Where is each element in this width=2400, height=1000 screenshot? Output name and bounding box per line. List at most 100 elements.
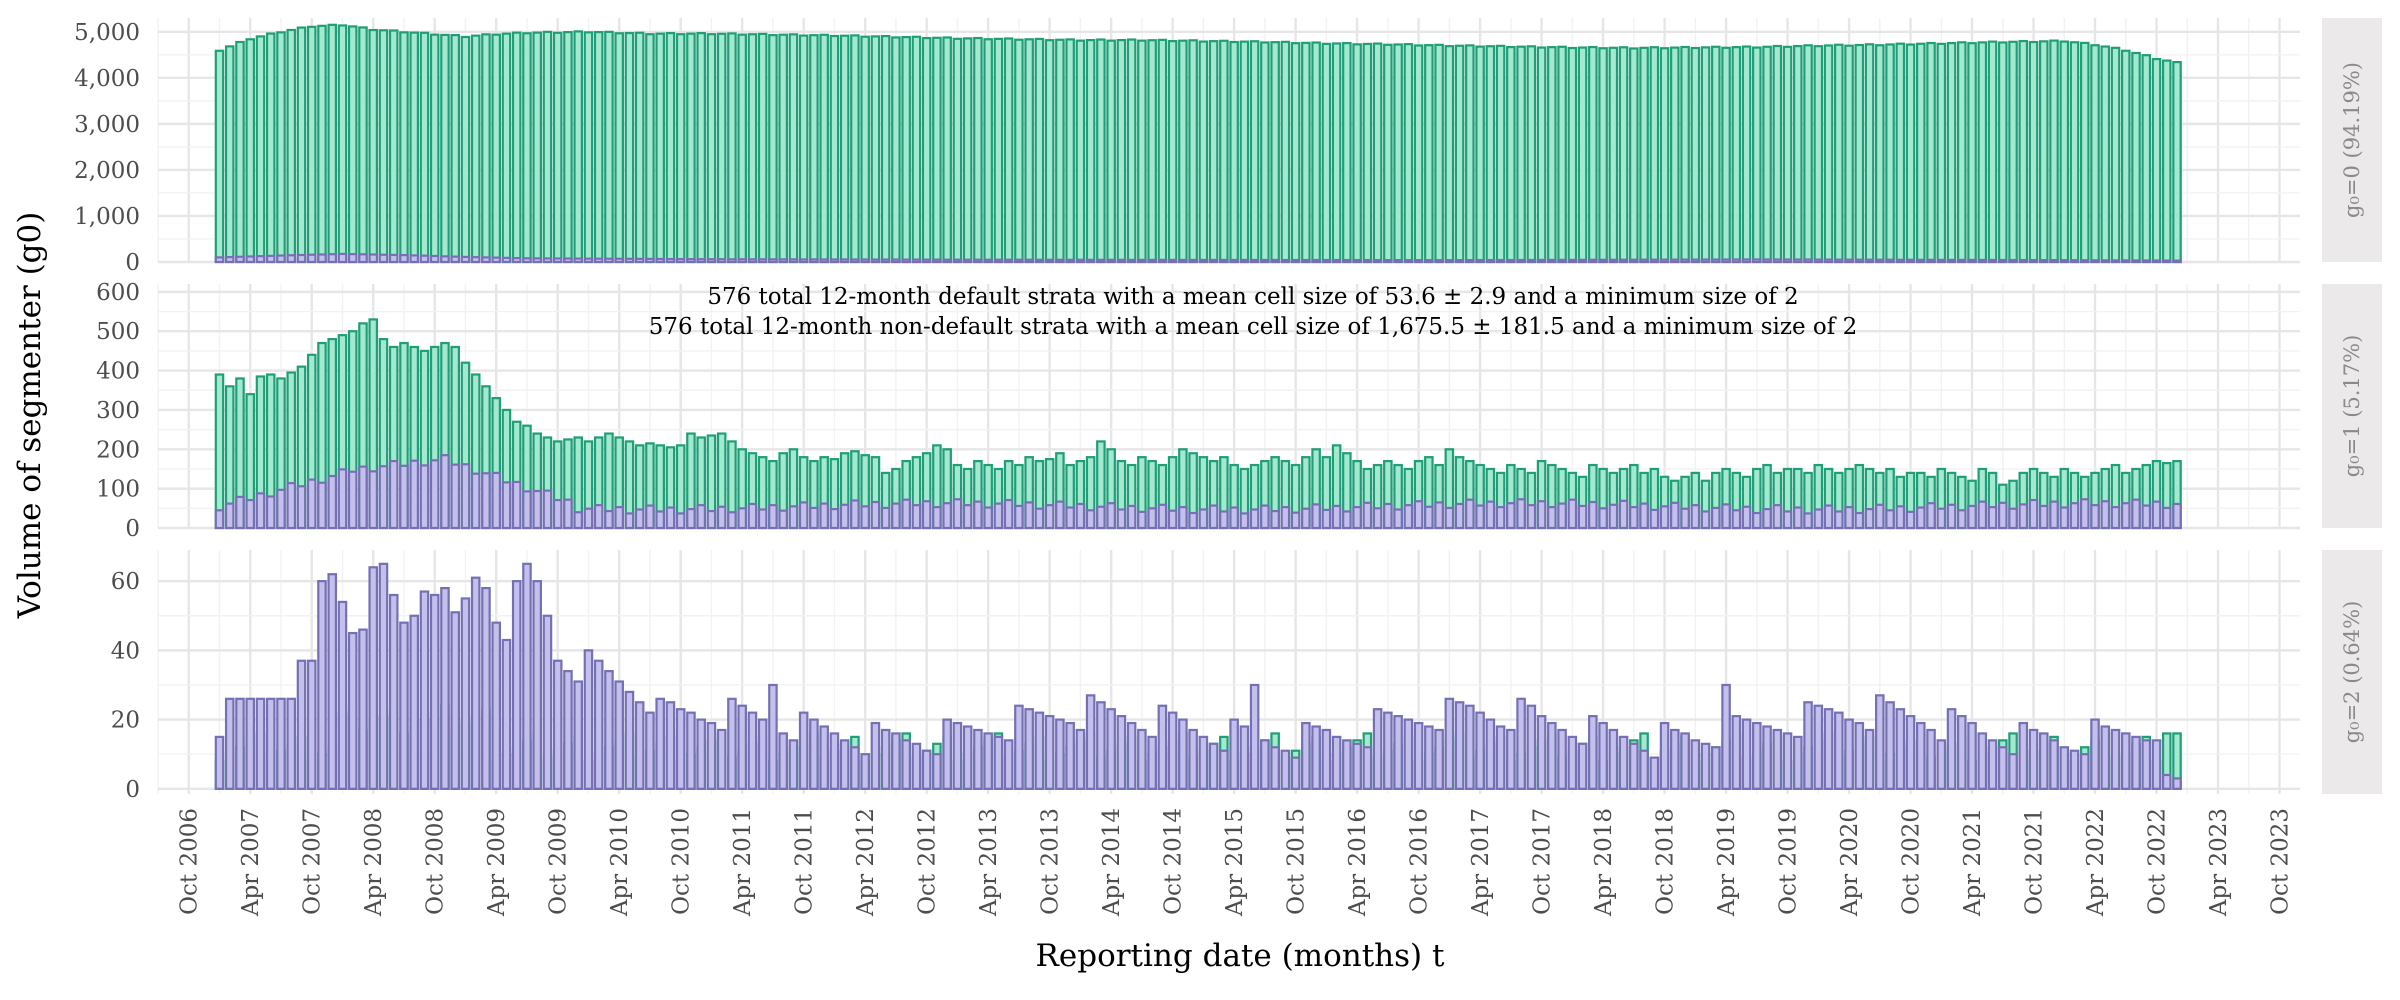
bar-non-default [1157,38,1168,264]
bar-default [2151,500,2162,530]
x-tick-label: Apr 2015 [1222,808,1248,917]
bar-default [1055,718,1065,790]
bar-default [788,739,799,790]
bar-default [1239,258,1250,264]
bar-default [778,732,788,790]
bar-default [1188,511,1198,530]
bar-default [1823,504,1834,530]
bar-default [1096,258,1106,264]
bar-default [768,258,778,264]
bar-default [1321,258,1332,264]
bar-default [368,253,379,264]
bar-default [388,459,399,530]
bar-default [716,505,727,530]
bar-default [542,257,553,264]
bar-default [1352,506,1362,530]
bar-default [778,258,788,264]
bar-non-default [1936,42,1947,264]
bar-default [224,255,235,264]
bar-default [1670,501,1680,530]
bar-default [1198,258,1209,264]
bar-default [224,502,235,530]
bar-default [1024,708,1034,790]
bar-non-default [306,25,317,264]
bar-default [2059,746,2070,790]
x-tick-label: Oct 2007 [300,808,326,915]
bar-default [901,498,911,530]
bar-default [583,649,594,790]
bar-default [1854,258,1865,264]
bar-non-default [1905,43,1916,264]
bar-default [1454,701,1465,790]
bar-default [1147,507,1157,530]
bar-non-default [1854,43,1865,264]
bar-default [593,257,604,264]
facet-strip [2322,550,2382,794]
y-tick-label: 600 [96,280,140,306]
bar-default [1065,258,1075,264]
bar-non-default [1967,42,1977,264]
bar-default [952,721,963,790]
bar-default [880,258,891,264]
x-tick-label: Apr 2020 [1837,808,1863,917]
bar-default [1967,504,1977,530]
bar-default [542,489,553,530]
bar-default [655,257,665,264]
bar-default [1854,511,1865,530]
y-tick-label: 500 [96,319,140,345]
bar-default [2028,728,2039,790]
bar-default [470,472,481,530]
bar-default [1588,258,1598,264]
bar-non-default [706,33,717,264]
bar-default [1731,715,1742,790]
bar-non-default [1229,40,1239,264]
bar-default [860,753,870,790]
bar-default [1629,258,1639,264]
bar-default [737,704,747,790]
bar-default [921,500,932,530]
bar-non-default [593,31,604,264]
bar-default [378,562,389,790]
bar-default [255,697,266,790]
bar-default [1977,500,1988,530]
bar-non-default [378,29,389,264]
bar-non-default [1413,44,1424,264]
bar-default [2100,500,2111,530]
bar-non-default [1895,42,1906,264]
bar-non-default [265,32,276,264]
bar-default [337,600,348,790]
bar-default [1680,258,1690,264]
x-tick-label: Apr 2016 [1345,808,1371,917]
bar-non-default [1536,46,1547,264]
bar-default [921,258,932,264]
bar-default [747,258,758,264]
bar-default [429,593,440,790]
bar-default [440,586,450,790]
bar-non-default [337,24,348,264]
bar-default [1659,258,1670,264]
bar-non-default [1331,42,1342,264]
bar-default [850,258,860,264]
bar-default [1147,258,1157,264]
bar-default [1588,715,1598,790]
bar-non-default [1649,46,1660,264]
bar-default [1905,715,1916,790]
bar-non-default [1085,38,1096,264]
bar-default [1167,509,1178,530]
bar-default [665,701,676,790]
bar-default [1219,749,1229,790]
bar-default [265,254,276,264]
bar-default [552,659,563,790]
bar-default [245,498,256,530]
bar-default [2059,259,2070,264]
bar-default [757,258,768,264]
bar-default [798,258,809,264]
bar-default [358,465,368,530]
bar-default [932,258,942,264]
bar-default [1997,501,2008,530]
bar-default [696,258,706,264]
bar-non-default [850,34,860,264]
bar-default [839,503,850,530]
bar-default [1598,721,1608,790]
bar-non-default [1557,45,1567,264]
